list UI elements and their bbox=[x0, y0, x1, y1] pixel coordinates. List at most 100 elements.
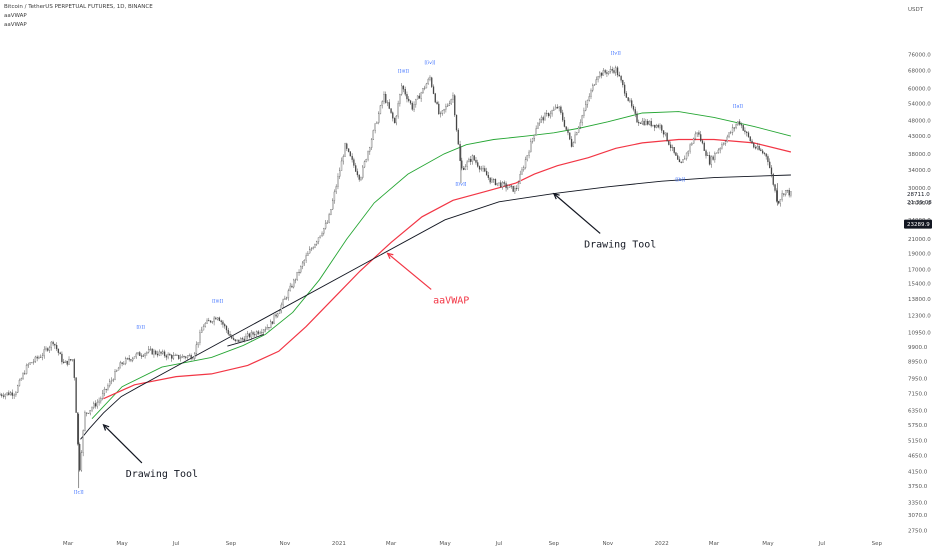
candle-body bbox=[222, 321, 224, 325]
candle-body bbox=[563, 119, 566, 127]
candle-body bbox=[225, 325, 228, 331]
candle-body bbox=[282, 299, 284, 306]
candle-body bbox=[372, 130, 375, 140]
y-tick-label: 9900.0 bbox=[908, 345, 928, 351]
candle-body bbox=[0, 394, 1, 396]
candle-body bbox=[330, 209, 332, 215]
candle-body bbox=[769, 161, 771, 168]
candle-body bbox=[169, 354, 171, 356]
candle-body bbox=[478, 166, 481, 170]
candle-body bbox=[355, 165, 357, 172]
legend-symbol[interactable]: Bitcoin / TetherUS PERPETUAL FUTURES, 1D… bbox=[4, 4, 153, 10]
candle-body bbox=[567, 129, 569, 133]
legend-indicator-1[interactable]: aaVWAP bbox=[4, 13, 27, 19]
candle-body bbox=[300, 266, 302, 273]
x-tick-label: Mar bbox=[386, 541, 397, 547]
candle-body bbox=[447, 105, 449, 107]
candle-body bbox=[6, 392, 8, 395]
candle-body bbox=[723, 143, 725, 145]
legend-indicator-2[interactable]: aaVWAP bbox=[4, 22, 27, 28]
candle-body bbox=[558, 106, 560, 109]
candle-body bbox=[459, 144, 461, 161]
candle-body bbox=[579, 122, 582, 128]
candle-body bbox=[381, 101, 383, 106]
candle-body bbox=[501, 182, 504, 188]
candle-body bbox=[606, 72, 608, 74]
candle-body bbox=[158, 351, 160, 356]
candle-body bbox=[245, 335, 247, 342]
candle-body bbox=[643, 120, 645, 126]
candle-body bbox=[181, 356, 183, 359]
candle-body bbox=[40, 356, 42, 358]
candle-body bbox=[397, 103, 399, 117]
candle-body bbox=[280, 304, 282, 311]
candle-body bbox=[569, 132, 571, 140]
candle-body bbox=[392, 112, 394, 119]
candle-body bbox=[128, 358, 130, 360]
candle-body bbox=[82, 430, 84, 453]
candle-body bbox=[551, 110, 553, 115]
candle-body bbox=[93, 403, 95, 408]
candle-body bbox=[64, 360, 67, 364]
candle-body bbox=[530, 141, 532, 153]
candle-body bbox=[163, 351, 166, 356]
candle-body bbox=[117, 367, 120, 371]
candle-body bbox=[275, 314, 277, 317]
candle-body bbox=[685, 152, 688, 159]
candle-body bbox=[301, 262, 304, 267]
annotation-text: Drawing Tool bbox=[584, 239, 656, 250]
candle-body bbox=[760, 149, 762, 152]
candle-body bbox=[707, 155, 709, 156]
candle-body bbox=[700, 134, 702, 141]
candle-body bbox=[639, 122, 642, 124]
candle-body bbox=[220, 320, 222, 323]
candle-body bbox=[592, 85, 594, 91]
candle-body bbox=[170, 355, 173, 359]
candle-body bbox=[22, 373, 24, 379]
candle-body bbox=[524, 159, 527, 168]
candle-body bbox=[500, 182, 502, 188]
candle-body bbox=[756, 146, 758, 149]
candle-body bbox=[408, 98, 410, 101]
candle-body bbox=[319, 235, 321, 238]
candle-body bbox=[247, 333, 249, 337]
candle-body bbox=[362, 166, 364, 178]
candle-body bbox=[13, 394, 15, 396]
candle-body bbox=[577, 127, 580, 133]
candle-body bbox=[595, 79, 597, 85]
candle-body bbox=[636, 113, 638, 123]
candle-body bbox=[625, 93, 628, 98]
candle-body bbox=[358, 174, 360, 180]
candle-body bbox=[494, 178, 497, 186]
candle-body bbox=[572, 142, 574, 147]
candle-body bbox=[646, 120, 649, 125]
candle-body bbox=[126, 358, 129, 359]
candle-body bbox=[749, 136, 751, 142]
candle-body bbox=[443, 108, 445, 111]
candle-body bbox=[287, 290, 290, 298]
candle-body bbox=[344, 143, 346, 157]
candle-body bbox=[137, 352, 139, 355]
candle-body bbox=[286, 297, 288, 299]
candle-body bbox=[692, 138, 695, 144]
x-tick-label: May bbox=[439, 541, 451, 547]
x-tick-label: Sep bbox=[872, 541, 883, 547]
candle-body bbox=[418, 95, 421, 99]
candle-body bbox=[535, 128, 537, 136]
candle-body bbox=[54, 343, 56, 346]
candle-body bbox=[395, 115, 398, 124]
series-line-1 bbox=[91, 111, 792, 420]
candle-body bbox=[211, 321, 213, 323]
y-tick-label: 3750.0 bbox=[908, 484, 928, 490]
candle-body bbox=[783, 193, 785, 195]
candle-body bbox=[712, 156, 714, 160]
candle-body bbox=[528, 151, 530, 156]
candle-body bbox=[517, 183, 520, 189]
candle-body bbox=[774, 184, 776, 191]
y-tick-label: 34000.0 bbox=[908, 168, 931, 174]
candle-body bbox=[59, 352, 61, 355]
candle-body bbox=[176, 354, 178, 356]
candle-body bbox=[165, 355, 167, 358]
candle-body bbox=[124, 358, 127, 364]
